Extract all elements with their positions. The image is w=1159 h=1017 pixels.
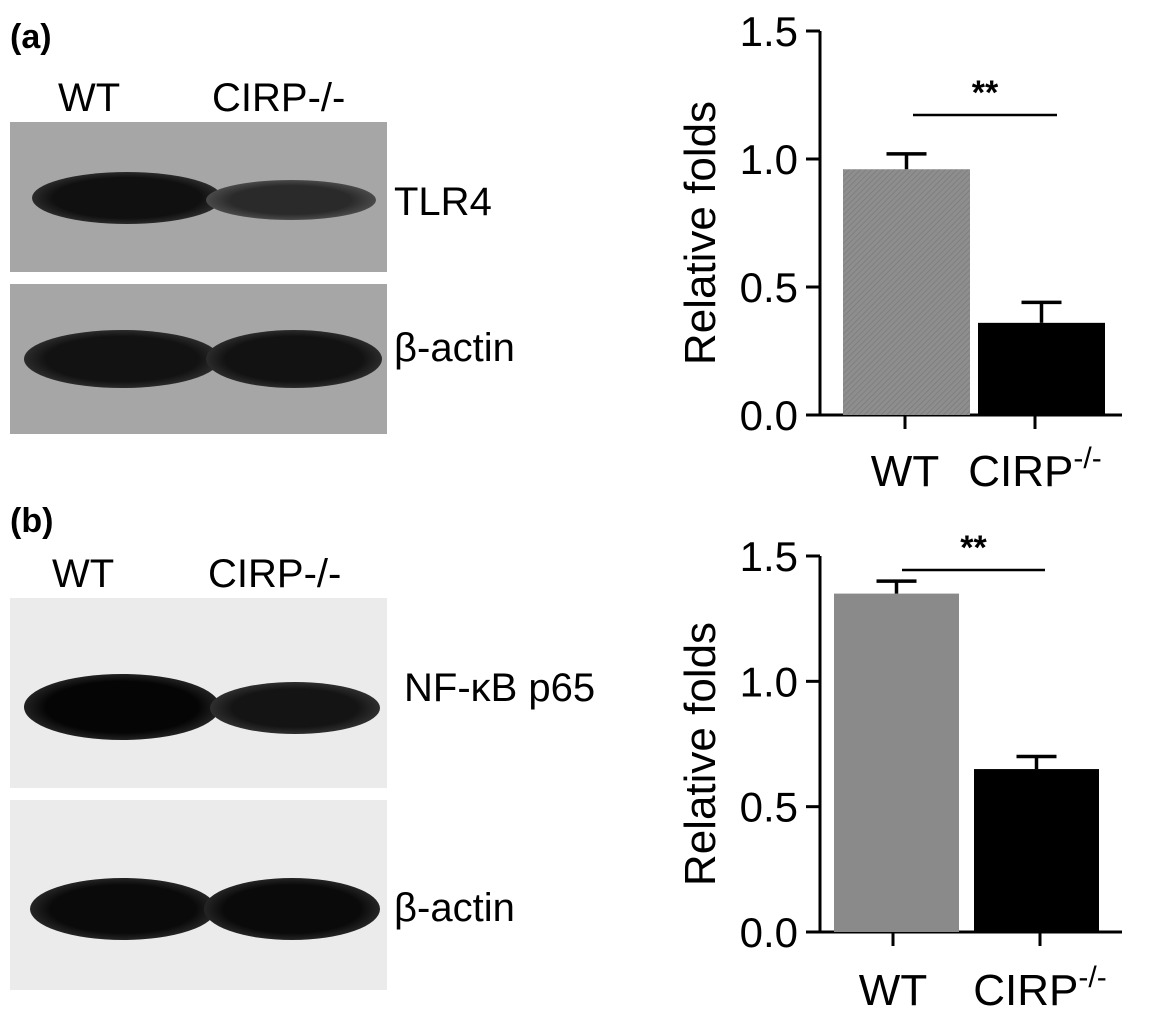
panel-b-label: (b)	[10, 502, 54, 540]
charta-bar-wt	[843, 169, 970, 415]
actin-a-band-wt	[24, 330, 220, 388]
charta-ytick-label-0: 0.0	[740, 392, 798, 439]
tlr4-blot	[10, 122, 387, 272]
chartb-significance-label: **	[960, 529, 987, 567]
charta-significance-label: **	[972, 74, 999, 112]
tlr4-band-cirp	[206, 180, 376, 220]
p65-label: NF-κB p65	[404, 666, 596, 710]
actin-blot-b	[10, 800, 387, 990]
charta-category-label-1: CIRP-/-	[968, 442, 1101, 496]
charta-bar-cirp	[978, 322, 1105, 415]
charta-ylabel: Relative folds	[676, 101, 725, 365]
panel-a-lane-cirp: CIRP-/-	[212, 76, 346, 120]
charta-category-label-0: WT	[871, 447, 939, 496]
panel-a-lane-wt: WT	[58, 76, 121, 120]
actin-label-b: β-actin	[394, 886, 515, 930]
chartb-category-superscript-1: -/-	[1078, 961, 1106, 994]
panel-b-lane-wt: WT	[52, 552, 115, 596]
chartb-ytick-label-1: 0.5	[740, 784, 798, 831]
charta-ytick-label-3: 1.5	[740, 8, 798, 55]
p65-blot	[10, 598, 387, 788]
chartb-category-label-0: WT	[859, 966, 927, 1015]
panel-a-label: (a)	[10, 18, 52, 56]
chartb-ylabel: Relative folds	[676, 622, 725, 886]
charta-ytick-label-2: 1.0	[740, 136, 798, 183]
actin-b-band-cirp	[204, 878, 380, 940]
tlr4-band-wt	[32, 172, 222, 224]
p65-band-cirp	[210, 682, 380, 734]
actin-blot-a	[10, 284, 387, 434]
chartb-ytick-label-2: 1.0	[740, 658, 798, 705]
chartb-ytick-label-0: 0.0	[740, 909, 798, 956]
actin-label-a: β-actin	[394, 326, 515, 370]
actin-b-band-wt	[30, 878, 216, 940]
chartb-bar-cirp	[974, 769, 1099, 932]
chartb-category-label-1: CIRP-/-	[973, 961, 1106, 1015]
panel-b-lane-cirp: CIRP-/-	[208, 552, 342, 596]
charta-category-superscript-1: -/-	[1073, 442, 1101, 475]
tlr4-label: TLR4	[394, 180, 492, 224]
actin-a-band-cirp	[206, 330, 382, 388]
charta-ytick-label-1: 0.5	[740, 264, 798, 311]
chartb-bar-wt	[834, 593, 959, 932]
chartb-ytick-label-3: 1.5	[740, 533, 798, 580]
p65-band-wt	[24, 674, 220, 740]
